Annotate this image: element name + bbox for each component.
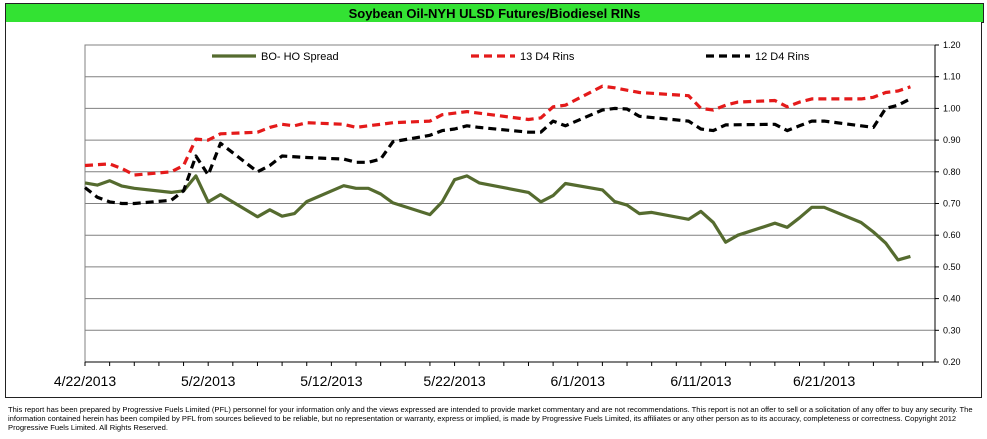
legend-label: 13 D4 Rins	[520, 51, 575, 63]
y-tick-label: 0.50	[943, 262, 961, 272]
y-tick-label: 0.20	[943, 357, 961, 367]
x-tick-label: 6/11/2013	[670, 373, 731, 389]
x-tick-label: 6/1/2013	[551, 373, 606, 389]
x-tick-label: 5/2/2013	[181, 373, 236, 389]
x-tick-label: 5/12/2013	[300, 373, 362, 389]
chart-frame	[5, 22, 982, 398]
chart-title: Soybean Oil-NYH ULSD Futures/Biodiesel R…	[348, 5, 641, 21]
y-tick-label: 0.70	[943, 199, 961, 209]
x-tick-label: 4/22/2013	[54, 373, 116, 389]
x-tick-label: 6/21/2013	[793, 373, 855, 389]
chart-title-band: Soybean Oil-NYH ULSD Futures/Biodiesel R…	[5, 3, 984, 23]
y-tick-label: 0.80	[943, 167, 961, 177]
y-tick-label: 1.20	[943, 40, 961, 50]
y-tick-label: 0.60	[943, 230, 961, 240]
series-layer	[84, 84, 912, 262]
grid-layer	[84, 44, 936, 363]
y-tick-label: 0.40	[943, 294, 961, 304]
y-tick-label: 0.90	[943, 135, 961, 145]
legend: BO- HO Spread 13 D4 Rins 12 D4 Rins	[212, 51, 810, 63]
series-line-13-d4-rins	[84, 84, 911, 177]
y-tick-label: 0.30	[943, 325, 961, 335]
legend-label: BO- HO Spread	[261, 51, 339, 63]
top-rule	[0, 0, 987, 4]
series-line-bo-ho-spread	[84, 174, 911, 262]
legend-label: 12 D4 Rins	[755, 51, 810, 63]
y-tick-label: 1.10	[943, 72, 961, 82]
y-tick-label: 1.00	[943, 103, 961, 113]
chart-canvas: 0.20 0.30 0.40 0.50 0.60 0.70 0.80 0.90 1.00 1.10…	[54, 40, 961, 389]
axis-layer: 0.20 0.30 0.40 0.50 0.60 0.70 0.80 0.90 1.00 1.10…	[54, 40, 961, 389]
disclaimer-text: This report has been prepared by Progres…	[8, 405, 973, 432]
x-tick-label: 5/22/2013	[423, 373, 485, 389]
